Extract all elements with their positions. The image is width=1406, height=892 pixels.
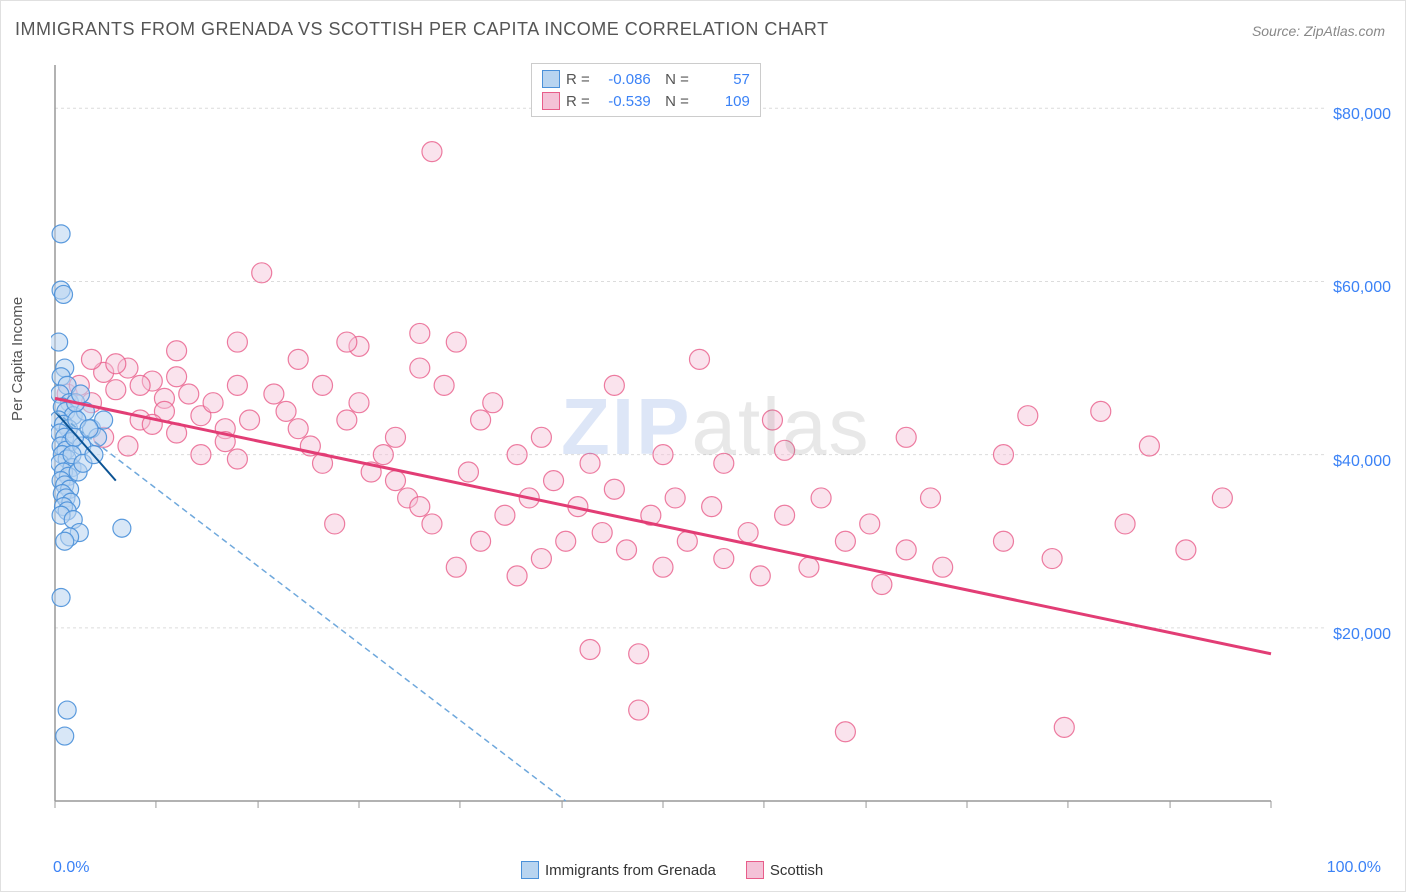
stats-r-label: R = — [566, 71, 590, 88]
legend-item-grenada: Immigrants from Grenada — [521, 861, 716, 879]
stats-r-scottish: -0.539 — [596, 93, 651, 110]
chart-title: IMMIGRANTS FROM GRENADA VS SCOTTISH PER … — [15, 19, 829, 40]
x-axis-min-label: 0.0% — [53, 859, 89, 877]
legend-item-scottish: Scottish — [746, 861, 823, 879]
source-label: Source: ZipAtlas.com — [1252, 23, 1385, 39]
y-tick-label: $20,000 — [1333, 626, 1391, 644]
swatch-scottish-bottom — [746, 861, 764, 879]
scatter-plot — [51, 61, 1331, 831]
stats-n-scottish: 109 — [695, 93, 750, 110]
stats-n-grenada: 57 — [695, 71, 750, 88]
y-tick-label: $80,000 — [1333, 106, 1391, 124]
stats-row-scottish: R = -0.539 N = 109 — [542, 90, 750, 112]
legend-label-scottish: Scottish — [770, 862, 823, 879]
legend-label-grenada: Immigrants from Grenada — [545, 862, 716, 879]
swatch-grenada-bottom — [521, 861, 539, 879]
x-axis-max-label: 100.0% — [1327, 859, 1381, 877]
bottom-legend: Immigrants from Grenada Scottish — [521, 861, 823, 879]
swatch-scottish — [542, 92, 560, 110]
y-tick-label: $60,000 — [1333, 279, 1391, 297]
stats-n-label: N = — [657, 71, 689, 88]
stats-r-grenada: -0.086 — [596, 71, 651, 88]
stats-row-grenada: R = -0.086 N = 57 — [542, 68, 750, 90]
stats-n-label: N = — [657, 93, 689, 110]
stats-r-label: R = — [566, 93, 590, 110]
stats-legend: R = -0.086 N = 57 R = -0.539 N = 109 — [531, 63, 761, 117]
y-axis-title: Per Capita Income — [9, 297, 26, 421]
y-tick-label: $40,000 — [1333, 453, 1391, 471]
chart-container: IMMIGRANTS FROM GRENADA VS SCOTTISH PER … — [0, 0, 1406, 892]
swatch-grenada — [542, 70, 560, 88]
